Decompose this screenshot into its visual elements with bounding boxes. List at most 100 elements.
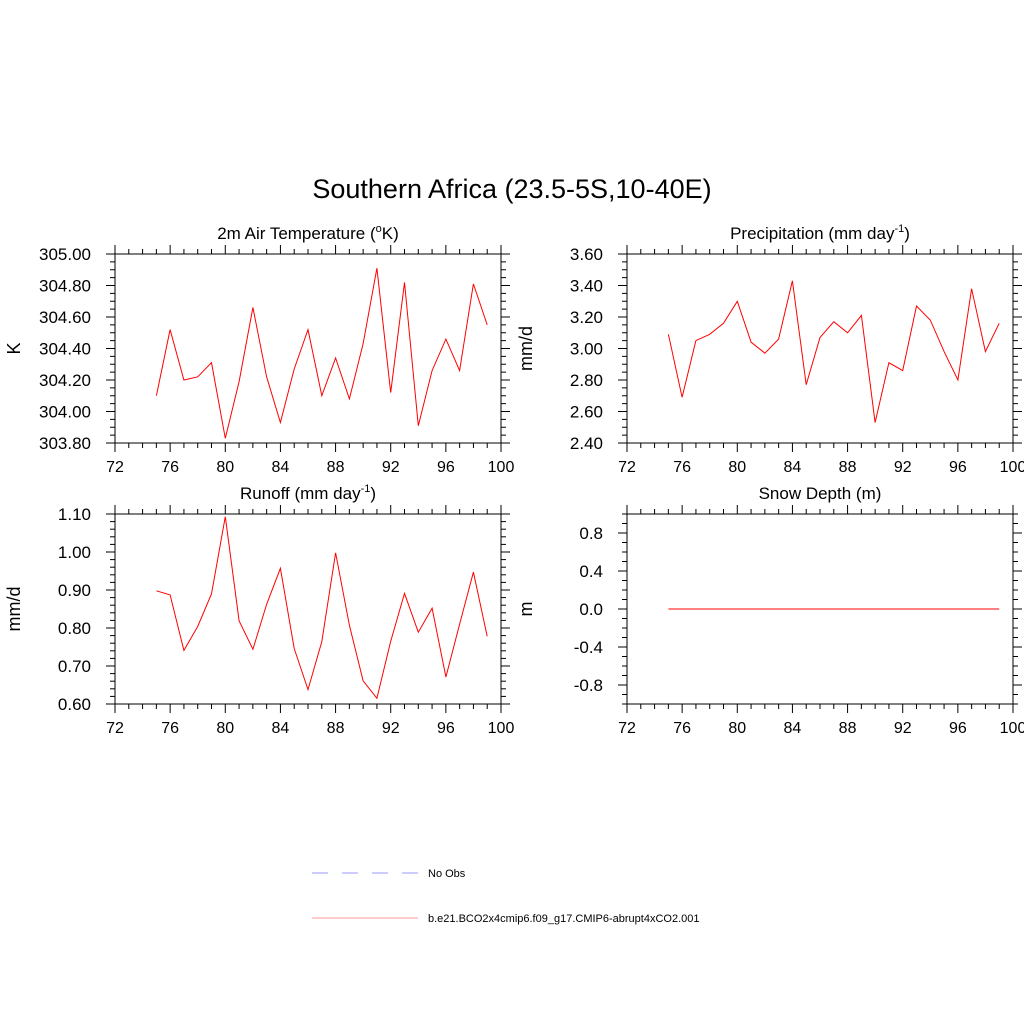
data-point bbox=[182, 379, 185, 382]
data-point bbox=[348, 624, 351, 627]
y-tick-label: 0.8 bbox=[579, 524, 603, 543]
data-point bbox=[472, 571, 475, 574]
x-tick-label: 92 bbox=[382, 720, 400, 737]
data-point bbox=[431, 369, 434, 372]
data-point bbox=[805, 608, 808, 611]
data-point bbox=[169, 593, 172, 596]
data-point bbox=[915, 304, 918, 307]
data-point bbox=[998, 322, 1001, 325]
data-point bbox=[667, 333, 670, 336]
data-point bbox=[444, 338, 447, 341]
panel-2: Precipitation (mm day-1) mm/d 72 76 80 84 88 92… bbox=[516, 223, 1024, 476]
x-tick-label: 84 bbox=[784, 720, 802, 737]
data-point bbox=[348, 397, 351, 400]
data-point bbox=[708, 608, 711, 611]
data-point bbox=[667, 608, 670, 611]
plot-frame bbox=[114, 253, 502, 444]
panel-title: 2m Air Temperature (oK) bbox=[217, 223, 399, 243]
data-point bbox=[210, 361, 213, 364]
x-tick-label: 100 bbox=[488, 720, 515, 737]
data-point bbox=[224, 515, 227, 518]
data-point bbox=[334, 356, 337, 359]
data-point bbox=[943, 608, 946, 611]
data-point bbox=[403, 281, 406, 284]
data-point bbox=[210, 592, 213, 595]
x-tick-label: 80 bbox=[216, 720, 234, 737]
data-point bbox=[362, 679, 365, 682]
data-point bbox=[777, 608, 780, 611]
data-point bbox=[196, 375, 199, 378]
y-tick-label: 3.00 bbox=[570, 340, 603, 359]
data-point bbox=[943, 350, 946, 353]
data-point bbox=[293, 367, 296, 370]
y-tick-label: 2.80 bbox=[570, 371, 603, 390]
data-point bbox=[915, 608, 918, 611]
data-point bbox=[681, 608, 684, 611]
data-point bbox=[307, 688, 310, 691]
x-tick-label: 76 bbox=[161, 720, 179, 737]
data-point bbox=[791, 608, 794, 611]
x-tick-label: 80 bbox=[728, 720, 746, 737]
data-point bbox=[320, 394, 323, 397]
y-tick-label: -0.4 bbox=[574, 638, 603, 657]
legend-label: No Obs bbox=[428, 868, 466, 880]
y-tick-label: 2.60 bbox=[570, 403, 603, 422]
panel-title-main: Precipitation (mm day bbox=[730, 224, 895, 243]
panel-title-sup: o bbox=[376, 223, 382, 235]
data-point bbox=[763, 608, 766, 611]
y-tick-label: -0.8 bbox=[574, 676, 603, 695]
data-point bbox=[832, 320, 835, 323]
data-point bbox=[984, 608, 987, 611]
data-point bbox=[860, 608, 863, 611]
x-tick-label: 84 bbox=[272, 459, 290, 476]
plot-frame bbox=[114, 513, 502, 705]
y-axis-label: m bbox=[516, 602, 536, 617]
data-point bbox=[846, 331, 849, 334]
y-axis-label: mm/d bbox=[516, 326, 536, 371]
figure-title: Southern Africa (23.5-5S,10-40E) bbox=[312, 174, 711, 204]
legend: No Obs b.e21.BCO2x4cmip6.f09_g17.CMIP6-ab… bbox=[312, 868, 700, 925]
data-point bbox=[375, 267, 378, 270]
x-tick-label: 72 bbox=[106, 720, 124, 737]
x-tick-label: 96 bbox=[949, 459, 967, 476]
y-tick-label: 3.20 bbox=[570, 308, 603, 327]
y-tick-label: 304.60 bbox=[39, 308, 91, 327]
data-point bbox=[984, 350, 987, 353]
data-point bbox=[970, 287, 973, 290]
x-tick-label: 76 bbox=[673, 459, 691, 476]
x-tick-label: 88 bbox=[327, 720, 345, 737]
data-point bbox=[182, 649, 185, 652]
data-point bbox=[791, 279, 794, 282]
panel-title-tail: ) bbox=[370, 484, 376, 503]
panel-title-main: 2m Air Temperature ( bbox=[217, 224, 376, 243]
y-tick-label: 1.00 bbox=[58, 543, 91, 562]
x-tick-label: 100 bbox=[1000, 720, 1024, 737]
panel-title: Precipitation (mm day-1) bbox=[730, 223, 910, 243]
data-point bbox=[251, 648, 254, 651]
panel-title-sup: -1 bbox=[361, 483, 371, 495]
y-tick-label: 0.80 bbox=[58, 619, 91, 638]
data-point bbox=[265, 375, 268, 378]
panels: 2m Air Temperature (oK) K 72 76 80 84 88 92 96 10… bbox=[4, 223, 1024, 737]
data-point bbox=[681, 396, 684, 399]
panel-1: 2m Air Temperature (oK) K 72 76 80 84 88 92 96 10… bbox=[4, 223, 514, 476]
y-tick-label: 304.20 bbox=[39, 371, 91, 390]
legend-entry: b.e21.BCO2x4cmip6.f09_g17.CMIP6-abrupt4x… bbox=[312, 913, 700, 925]
data-point bbox=[155, 394, 158, 397]
x-tick-label: 96 bbox=[437, 720, 455, 737]
data-point bbox=[279, 421, 282, 424]
y-tick-label: 304.80 bbox=[39, 277, 91, 296]
data-point bbox=[431, 607, 434, 610]
x-tick-label: 88 bbox=[327, 459, 345, 476]
series-line bbox=[155, 268, 488, 439]
y-axis-label: mm/d bbox=[4, 587, 24, 632]
data-point bbox=[238, 380, 241, 383]
data-point bbox=[805, 383, 808, 386]
data-point bbox=[293, 647, 296, 650]
data-point bbox=[389, 640, 392, 643]
panel-title: Runoff (mm day-1) bbox=[240, 483, 376, 503]
data-point bbox=[750, 608, 753, 611]
data-point bbox=[736, 608, 739, 611]
data-point bbox=[362, 342, 365, 345]
